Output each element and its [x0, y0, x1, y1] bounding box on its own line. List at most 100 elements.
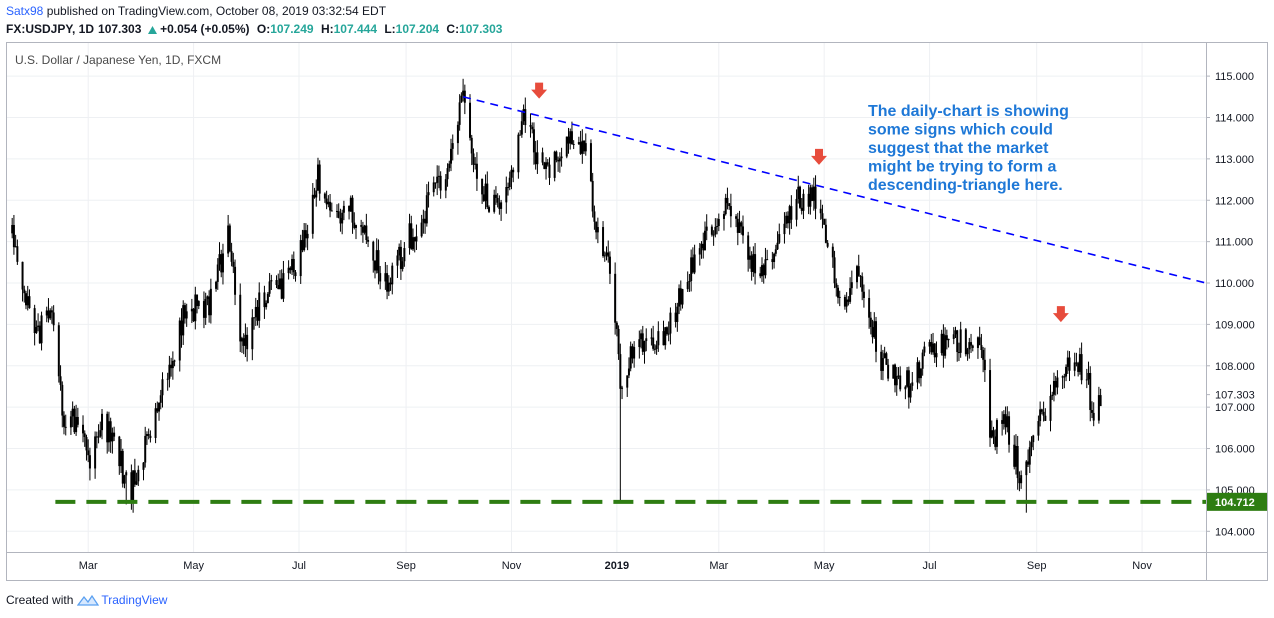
candle-body: [705, 226, 708, 231]
candle-body: [657, 331, 660, 346]
candle: [37, 313, 40, 332]
candle-body: [391, 265, 394, 285]
candle-body: [807, 193, 810, 207]
candle-body: [196, 294, 199, 307]
candle: [107, 411, 110, 452]
candle: [619, 343, 622, 503]
candle-body: [593, 211, 596, 222]
candle-body: [698, 248, 701, 255]
down-arrow-icon: [1052, 306, 1069, 323]
candle: [412, 228, 415, 251]
price-tick-label: 108.000: [1215, 361, 1255, 373]
candle: [87, 439, 90, 463]
candle-body: [373, 260, 376, 271]
candle-body: [88, 455, 91, 469]
candle: [643, 340, 646, 364]
candle-body: [845, 299, 848, 307]
candle-body: [171, 360, 174, 369]
candle-body: [227, 225, 230, 254]
chart[interactable]: 104.000105.000106.000107.000108.000109.0…: [6, 42, 1268, 581]
candle-body: [111, 432, 114, 442]
time-tick-label: May: [814, 560, 835, 572]
tradingview-link[interactable]: TradingView: [77, 593, 167, 607]
candle: [933, 343, 936, 363]
candle-body: [256, 306, 259, 321]
candle: [557, 156, 560, 172]
candle: [887, 358, 890, 382]
price-axis[interactable]: 104.000105.000106.000107.000108.000109.0…: [1206, 71, 1267, 538]
candle-body: [377, 250, 380, 274]
candle-body: [971, 345, 974, 348]
candle-body: [773, 253, 776, 263]
candle-body: [650, 337, 653, 339]
candle-body: [1068, 357, 1071, 371]
candle: [47, 298, 50, 323]
candle: [349, 195, 352, 212]
grid: [7, 43, 1206, 552]
candle-body: [161, 379, 164, 396]
candle-body: [329, 201, 332, 211]
candle: [1042, 401, 1045, 422]
candle: [170, 357, 173, 377]
descending-trendline: [462, 96, 1207, 284]
candle-body: [367, 240, 370, 242]
candle: [919, 368, 922, 387]
candle-body: [303, 230, 306, 251]
candle: [171, 351, 174, 380]
candle-body: [798, 186, 801, 208]
candle: [945, 329, 948, 350]
candle-body: [145, 434, 148, 436]
candle-body: [717, 218, 720, 227]
candle: [265, 300, 268, 310]
candle-body: [505, 187, 508, 203]
candle: [446, 163, 449, 187]
candle: [220, 249, 223, 278]
candle: [838, 290, 841, 307]
candle: [669, 307, 672, 345]
time-tick-label: Nov: [1132, 560, 1152, 572]
candle-body: [928, 342, 931, 347]
candle: [809, 184, 812, 215]
candle-body: [1075, 362, 1078, 364]
candle: [63, 411, 66, 435]
candle-body: [676, 306, 679, 322]
candle: [602, 221, 605, 258]
candle-body: [149, 435, 152, 438]
candle-body: [584, 143, 587, 152]
candle-body: [690, 257, 693, 282]
candle: [133, 458, 136, 487]
candle-body: [1025, 461, 1028, 476]
candle: [990, 420, 993, 439]
candle-body: [327, 201, 330, 205]
candle-body: [494, 194, 497, 198]
author-link[interactable]: Satx98: [6, 4, 44, 18]
candle-body: [906, 370, 909, 387]
candle-body: [762, 265, 765, 276]
candle: [591, 172, 594, 218]
candle-body: [966, 349, 969, 355]
candle: [621, 385, 624, 400]
candle: [698, 242, 701, 266]
candle-body: [493, 194, 496, 212]
time-axis[interactable]: Mar May Jul Sep Nov 2019 Mar May Jul Sep Nov: [79, 560, 1153, 572]
candle: [850, 270, 853, 295]
candle: [365, 213, 368, 244]
candle-body: [790, 206, 793, 220]
candle-body: [821, 213, 824, 219]
candle-body: [365, 225, 368, 241]
candle: [311, 183, 314, 239]
candle: [534, 140, 537, 170]
candle-body: [14, 246, 17, 248]
candle: [702, 232, 705, 259]
candle: [354, 224, 357, 240]
candle-body: [232, 261, 235, 267]
candle-body: [726, 197, 729, 204]
candle: [823, 218, 826, 225]
candle-body: [640, 333, 643, 340]
candle: [158, 402, 161, 421]
candle-body: [531, 126, 534, 130]
candle: [570, 121, 573, 145]
candle-body: [280, 278, 283, 299]
candle-body: [156, 408, 159, 412]
candle-body: [591, 180, 594, 212]
